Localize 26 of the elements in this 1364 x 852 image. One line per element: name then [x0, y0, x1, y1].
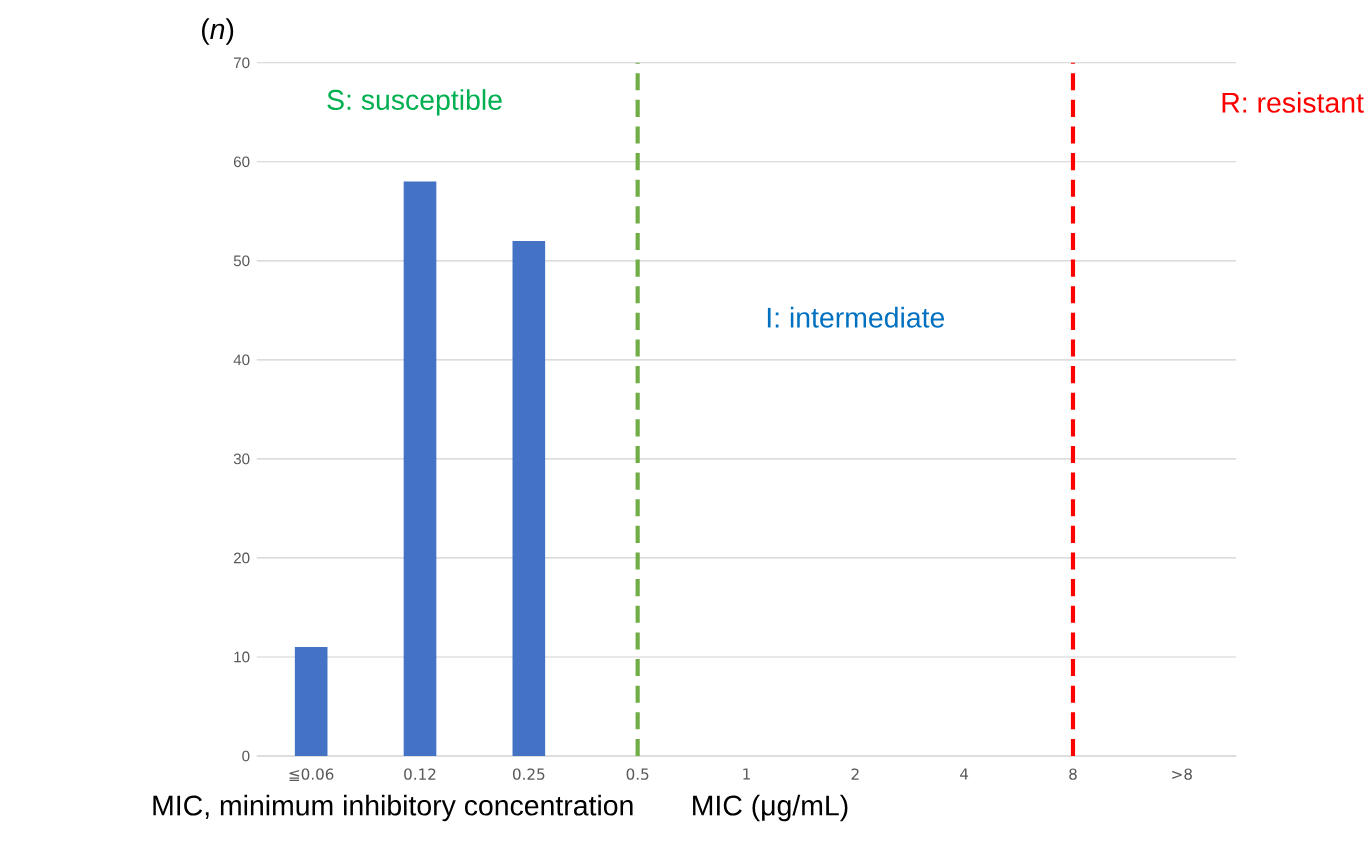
- y-tick-label: 40: [233, 354, 250, 366]
- y-tick-label: 30: [233, 453, 250, 465]
- x-tick-label: 2: [851, 768, 859, 780]
- x-tick-label: >8: [1172, 768, 1192, 780]
- x-tick-label: 0.5: [626, 768, 649, 780]
- y-tick-label: 10: [234, 651, 250, 663]
- y-tick-label: 20: [233, 552, 250, 564]
- annotation: I: intermediate: [767, 306, 945, 328]
- annotation: S: susceptible: [327, 89, 502, 116]
- bar: [512, 241, 546, 756]
- x-tick-label: 1: [743, 768, 750, 780]
- y-tick-label: 60: [233, 156, 250, 168]
- y-tick-label: 70: [233, 57, 250, 69]
- x-tick-label: 4: [960, 768, 969, 780]
- bar: [294, 647, 328, 756]
- x-axis-title: MIC (μg/mL): [693, 794, 848, 822]
- y-tick-label: 50: [233, 255, 250, 267]
- text: MIC, minimum inhibitory concentration: [153, 794, 633, 822]
- x-tick-label: 0.12: [404, 768, 436, 780]
- x-tick-label: ≦0.06: [289, 768, 334, 781]
- x-tick-label: 8: [1069, 768, 1077, 780]
- y-axis-title: (n): [201, 18, 234, 45]
- x-tick-label: 0.25: [512, 768, 545, 780]
- annotation: R: resistant: [1222, 91, 1364, 113]
- bar: [403, 181, 437, 756]
- y-tick-label: 0: [242, 750, 250, 762]
